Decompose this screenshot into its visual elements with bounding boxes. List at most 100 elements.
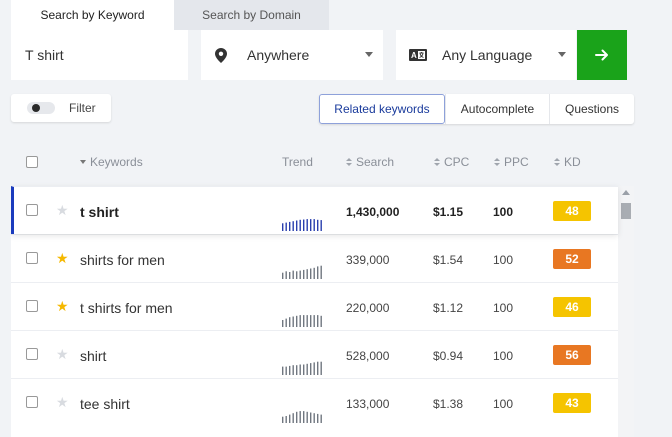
ppc-value: 100 <box>493 205 514 219</box>
trend-bar <box>320 414 322 423</box>
row-checkbox[interactable] <box>26 204 38 216</box>
trend-bar <box>313 362 315 375</box>
row-checkbox[interactable] <box>26 396 38 408</box>
trend-bar <box>317 219 319 231</box>
filter-label: Filter <box>69 101 96 115</box>
search-mode-tabs: Search by Keyword Search by Domain <box>11 0 329 31</box>
trend-bar <box>296 365 298 375</box>
column-header-kd[interactable]: KD <box>554 155 581 169</box>
trend-bar <box>320 265 322 279</box>
trend-bar <box>310 219 312 231</box>
cpc-value: $1.15 <box>433 205 464 219</box>
trend-bar <box>296 220 298 231</box>
row-checkbox[interactable] <box>26 252 38 264</box>
keyword-text[interactable]: t shirts for men <box>80 300 173 316</box>
table-row[interactable]: ★ shirts for men 339,000 $1.54 100 52 <box>11 234 618 282</box>
scroll-up-arrow-icon[interactable] <box>622 190 630 195</box>
keyword-text[interactable]: tee shirt <box>80 396 130 412</box>
star-outline-icon[interactable]: ★ <box>56 394 69 410</box>
sort-icon <box>434 157 440 167</box>
table-row[interactable]: ★ tee shirt 133,000 $1.38 100 43 <box>11 378 618 426</box>
svg-text:A: A <box>411 51 417 60</box>
column-header-trend: Trend <box>282 155 313 169</box>
star-outline-icon[interactable]: ★ <box>56 346 69 362</box>
search-submit-button[interactable] <box>577 30 627 80</box>
language-dropdown[interactable]: A Any Language <box>396 30 576 80</box>
keyword-input[interactable]: T shirt <box>11 30 188 80</box>
tab-autocomplete[interactable]: Autocomplete <box>445 94 549 124</box>
trend-sparkline <box>282 411 322 423</box>
trend-bar <box>282 272 284 279</box>
trend-bar <box>292 221 294 231</box>
table-row[interactable]: ★ t shirts for men 220,000 $1.12 100 46 <box>11 282 618 330</box>
star-filled-icon[interactable]: ★ <box>56 298 69 314</box>
cpc-value: $1.38 <box>433 397 464 411</box>
keyword-text[interactable]: t shirt <box>80 204 119 220</box>
trend-bar <box>317 315 319 327</box>
trend-bar <box>282 416 284 423</box>
trend-bar <box>313 219 315 231</box>
trend-bar <box>303 411 305 423</box>
table-row[interactable]: ★ t shirt 1,430,000 $1.15 100 48 <box>11 186 618 234</box>
sort-icon <box>554 157 560 167</box>
trend-bar <box>282 320 284 327</box>
table-row[interactable]: ★ shirt 528,000 $0.94 100 56 <box>11 330 618 378</box>
tab-related-keywords[interactable]: Related keywords <box>319 94 445 124</box>
trend-bar <box>282 223 284 231</box>
trend-bar <box>317 361 319 375</box>
filter-toggle-button[interactable]: Filter <box>11 94 111 122</box>
column-header-search[interactable]: Search <box>346 155 394 169</box>
table-scrollbar[interactable] <box>618 186 634 437</box>
column-header-cpc[interactable]: CPC <box>434 155 469 169</box>
language-value: Any Language <box>442 47 533 63</box>
trend-bar <box>313 315 315 327</box>
trend-bar <box>299 219 301 231</box>
tab-search-by-domain[interactable]: Search by Domain <box>174 0 329 30</box>
trend-bar <box>292 316 294 327</box>
trend-bar <box>320 361 322 375</box>
trend-bar <box>285 271 287 279</box>
trend-bar <box>285 366 287 375</box>
trend-bar <box>282 366 284 375</box>
kd-badge: 46 <box>553 297 591 317</box>
star-filled-icon[interactable]: ★ <box>56 250 69 266</box>
row-checkbox[interactable] <box>26 348 38 360</box>
search-volume: 133,000 <box>346 397 390 411</box>
keyword-text[interactable]: shirts for men <box>80 252 165 268</box>
trend-bar <box>317 266 319 279</box>
trend-bar <box>306 219 308 231</box>
trend-bar <box>296 411 298 423</box>
row-checkbox[interactable] <box>26 300 38 312</box>
select-all-checkbox[interactable] <box>26 156 38 168</box>
trend-bar <box>289 272 291 279</box>
keywords-table: Keywords Trend Search CPC PPC KD ★ t shir… <box>11 138 634 437</box>
trend-bar <box>306 269 308 279</box>
tab-search-by-keyword[interactable]: Search by Keyword <box>11 0 174 31</box>
trend-bar <box>289 317 291 327</box>
keyword-text[interactable]: shirt <box>80 348 107 364</box>
star-outline-icon[interactable]: ★ <box>56 202 69 218</box>
trend-bar <box>299 364 301 375</box>
trend-bar <box>303 269 305 279</box>
tab-questions[interactable]: Questions <box>549 94 634 124</box>
toggle-switch[interactable] <box>27 102 55 114</box>
search-volume: 528,000 <box>346 349 390 363</box>
location-dropdown[interactable]: Anywhere <box>201 30 383 80</box>
chevron-down-icon <box>365 52 373 57</box>
trend-bar <box>289 221 291 231</box>
location-pin-icon <box>215 47 227 63</box>
trend-bar <box>306 363 308 375</box>
sort-icon <box>494 157 500 167</box>
trend-bar <box>320 220 322 231</box>
trend-bar <box>299 315 301 327</box>
trend-bar <box>299 411 301 423</box>
scroll-thumb[interactable] <box>621 203 631 219</box>
trend-sparkline <box>282 361 322 375</box>
kd-badge: 43 <box>553 393 591 413</box>
results-view-switcher: Related keywords Autocomplete Questions <box>319 94 634 124</box>
column-header-ppc[interactable]: PPC <box>494 155 529 169</box>
column-header-keywords[interactable]: Keywords <box>80 155 143 169</box>
cpc-value: $1.54 <box>433 253 464 267</box>
trend-bar <box>310 315 312 327</box>
trend-bar <box>303 364 305 375</box>
